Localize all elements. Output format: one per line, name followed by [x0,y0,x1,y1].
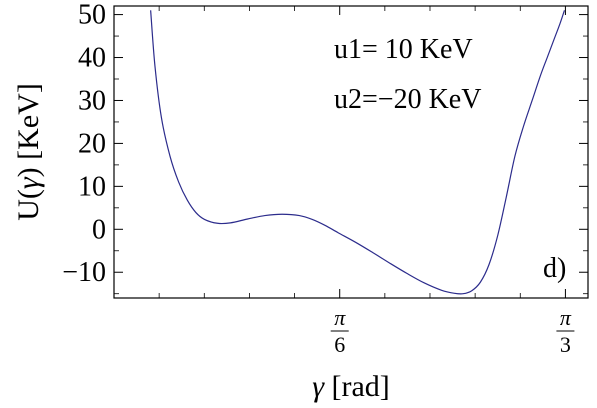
y-tick-label: 10 [78,171,106,202]
x-tick-denominator: 3 [560,332,571,357]
annotation-u1: u1= 10 KeV [334,34,473,65]
y-tick-label: 30 [78,85,106,116]
plot-frame [113,5,589,299]
y-tick-label: 20 [78,128,106,159]
y-tick-label: 0 [92,214,106,245]
y-tick-label: 40 [78,43,106,74]
panel-label: d) [543,253,566,284]
x-tick-denominator: 6 [334,332,345,357]
x-axis-title: γ [rad] [312,370,390,403]
y-axis-title: U(γ) [KeV] [12,83,45,221]
y-tick-label: −10 [62,257,106,288]
series-line [150,10,566,295]
annotation-u2: u2=−20 KeV [334,84,481,115]
y-tick-label: 50 [78,0,106,31]
y-axis-ticks: 50 40 30 20 10 0 −10 [62,0,588,295]
x-tick-numerator: π [560,305,572,330]
x-tick-numerator: π [334,305,346,330]
